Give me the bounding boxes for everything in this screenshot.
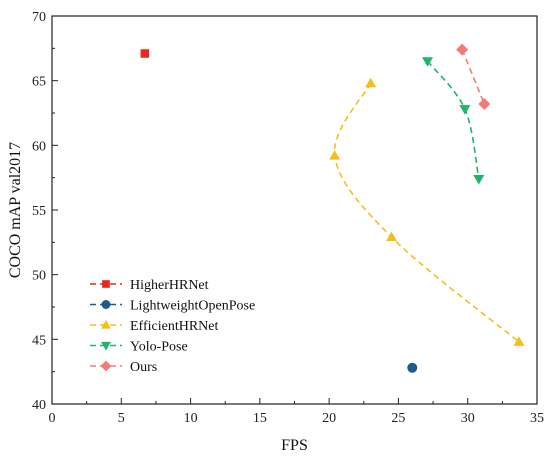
legend-swatch-marker — [100, 360, 112, 372]
series-line-yolo-pose — [426, 60, 480, 180]
legend-swatch-marker — [101, 320, 111, 329]
x-tick-label: 25 — [391, 411, 405, 426]
data-point-yolo-pose — [473, 174, 485, 185]
data-point-efficienthrnet — [329, 150, 341, 160]
data-point-ours — [456, 43, 469, 56]
y-tick-label: 70 — [32, 10, 46, 25]
series-line-efficienthrnet — [333, 82, 520, 343]
legend-item-higherhrnet: HigherHRNet — [90, 278, 209, 293]
series-efficienthrnet — [329, 77, 525, 346]
series-line-ours — [461, 49, 486, 105]
y-tick-label: 45 — [32, 333, 46, 348]
legend-swatch-marker — [101, 341, 111, 351]
data-point-lightweightopenpose — [407, 362, 418, 373]
plot-frame — [51, 15, 538, 405]
x-tick-label: 0 — [49, 411, 56, 426]
series-layer — [140, 43, 525, 373]
legend-item-ours: Ours — [90, 360, 157, 375]
data-point-yolo-pose — [422, 57, 434, 67]
data-point-efficienthrnet — [513, 336, 525, 346]
legend-swatch-marker — [102, 280, 110, 288]
y-tick-label: 55 — [32, 204, 46, 219]
x-tick-label: 35 — [530, 411, 544, 426]
x-tick-label: 10 — [184, 411, 198, 426]
legend-label: LightweightOpenPose — [130, 299, 255, 314]
data-point-efficienthrnet — [365, 77, 377, 88]
legend-swatch-marker — [101, 300, 111, 309]
legend-item-efficienthrnet: EfficientHRNet — [90, 319, 218, 334]
legend-label: Ours — [130, 360, 157, 375]
legend-item-lightweightopenpose: LightweightOpenPose — [90, 299, 255, 314]
legend-item-yolo-pose: Yolo-Pose — [90, 340, 188, 355]
legend-label: EfficientHRNet — [130, 319, 218, 334]
legend-label: HigherHRNet — [130, 278, 209, 293]
legend-label: Yolo-Pose — [130, 340, 188, 355]
x-axis-label: FPS — [281, 437, 308, 454]
y-tick-label: 65 — [32, 75, 46, 90]
y-tick-label: 50 — [32, 269, 46, 284]
x-tick-label: 30 — [461, 411, 475, 426]
series-higherhrnet — [140, 49, 150, 58]
data-point-ours — [478, 97, 491, 110]
x-tick-label: 5 — [118, 411, 125, 426]
data-point-higherhrnet — [140, 49, 150, 58]
y-tick-label: 60 — [32, 139, 46, 154]
series-ours — [456, 43, 491, 110]
series-lightweightopenpose — [407, 362, 418, 373]
legend: HigherHRNet LightweightOpenPose EfficientH… — [90, 278, 255, 375]
y-tick-label: 40 — [32, 398, 46, 413]
axes: 0 5 10 15 20 25 30 35 40 45 50 55 60 65 70 — [32, 10, 544, 426]
y-axis-label: COCO mAP val2017 — [7, 142, 24, 278]
data-point-yolo-pose — [459, 105, 471, 115]
x-tick-label: 15 — [253, 411, 267, 426]
data-point-efficienthrnet — [386, 231, 397, 242]
series-yolo-pose — [422, 57, 485, 185]
x-tick-label: 20 — [322, 411, 336, 426]
